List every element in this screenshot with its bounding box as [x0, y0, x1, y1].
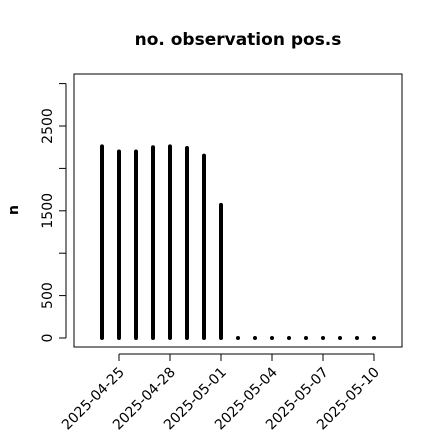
plot-frame: [73, 73, 403, 348]
bar-zero-point: [270, 336, 274, 340]
bar-zero-point: [321, 336, 325, 340]
bar-zero-point: [372, 336, 376, 340]
chart-title: no. observation pos.s: [135, 30, 342, 50]
bar-zero-point: [304, 336, 308, 340]
bar-zero-point: [355, 336, 359, 340]
y-tick-label: 2500: [40, 108, 56, 144]
bar-zero-point: [253, 336, 257, 340]
bar-zero-point: [236, 336, 240, 340]
y-tick-label: 1500: [40, 193, 56, 229]
bars: [100, 144, 376, 340]
y-tick-label: 0: [40, 334, 56, 343]
bar-zero-point: [338, 336, 342, 340]
y-tick-label: 500: [40, 282, 56, 309]
bar-zero-point: [287, 336, 291, 340]
y-axis: 0 500 1500 2500: [40, 83, 67, 343]
y-axis-label: n: [6, 205, 22, 215]
x-axis: 2025-04-252025-04-282025-05-012025-05-04…: [59, 353, 383, 433]
